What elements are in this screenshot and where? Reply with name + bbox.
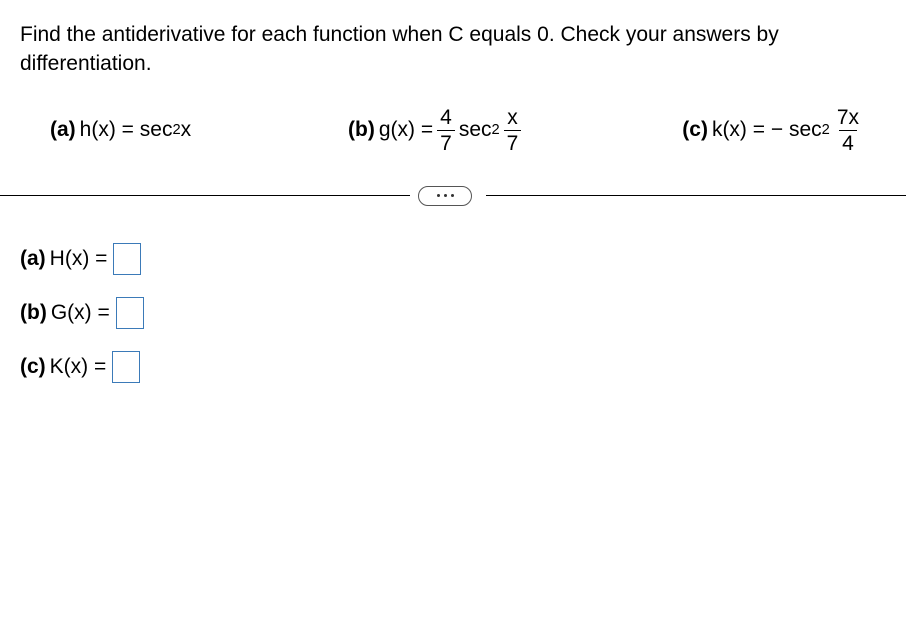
- func-a-sup: 2: [172, 122, 180, 138]
- answer-a: (a) H(x) =: [20, 243, 886, 275]
- func-b-frac1-den: 7: [437, 130, 455, 154]
- func-b-frac2-den: 7: [504, 130, 522, 154]
- answer-b-eq: G(x) =: [51, 301, 110, 325]
- answer-c-input[interactable]: [112, 351, 140, 383]
- func-b-label: (b): [348, 118, 375, 142]
- func-b-lhs: g(x) =: [379, 118, 433, 142]
- answer-a-input[interactable]: [113, 243, 141, 275]
- func-b-frac2-num: x: [504, 107, 521, 130]
- func-b-mid: sec: [459, 118, 492, 142]
- answer-b-input[interactable]: [116, 297, 144, 329]
- answer-b-label: (b): [20, 301, 47, 325]
- dot-icon: [444, 194, 447, 197]
- functions-row: (a) h(x) = sec 2 x (b) g(x) = 4 7 sec 2 …: [20, 107, 886, 154]
- function-b: (b) g(x) = 4 7 sec 2 x 7: [348, 107, 525, 154]
- answer-c-label: (c): [20, 355, 46, 379]
- answer-b: (b) G(x) =: [20, 297, 886, 329]
- func-b-frac1-num: 4: [437, 107, 455, 130]
- answer-c-eq: K(x) =: [50, 355, 107, 379]
- func-b-frac1: 4 7: [437, 107, 455, 154]
- answer-a-eq: H(x) =: [50, 247, 108, 271]
- func-c-frac-den: 4: [839, 130, 857, 154]
- dot-icon: [451, 194, 454, 197]
- func-a-rhs: x: [181, 118, 192, 142]
- function-c: (c) k(x) = − sec 2 7x 4: [682, 107, 866, 154]
- func-a-lhs: h(x) = sec: [80, 118, 173, 142]
- func-c-frac: 7x 4: [834, 107, 862, 154]
- separator-row: [20, 184, 886, 208]
- func-b-frac2: x 7: [504, 107, 522, 154]
- function-a: (a) h(x) = sec 2 x: [50, 118, 191, 142]
- func-c-sup: 2: [822, 122, 830, 138]
- answers-section: (a) H(x) = (b) G(x) = (c) K(x) =: [20, 243, 886, 383]
- separator-line-right: [486, 195, 906, 196]
- separator-line-left: [0, 195, 410, 196]
- func-b-sup: 2: [492, 122, 500, 138]
- answer-c: (c) K(x) =: [20, 351, 886, 383]
- func-c-frac-num: 7x: [834, 107, 862, 130]
- func-c-lhs: k(x) = − sec: [712, 118, 822, 142]
- dots-pill-button[interactable]: [418, 186, 472, 206]
- problem-statement: Find the antiderivative for each functio…: [20, 20, 886, 79]
- answer-a-label: (a): [20, 247, 46, 271]
- func-c-label: (c): [682, 118, 708, 142]
- dot-icon: [437, 194, 440, 197]
- func-a-label: (a): [50, 118, 76, 142]
